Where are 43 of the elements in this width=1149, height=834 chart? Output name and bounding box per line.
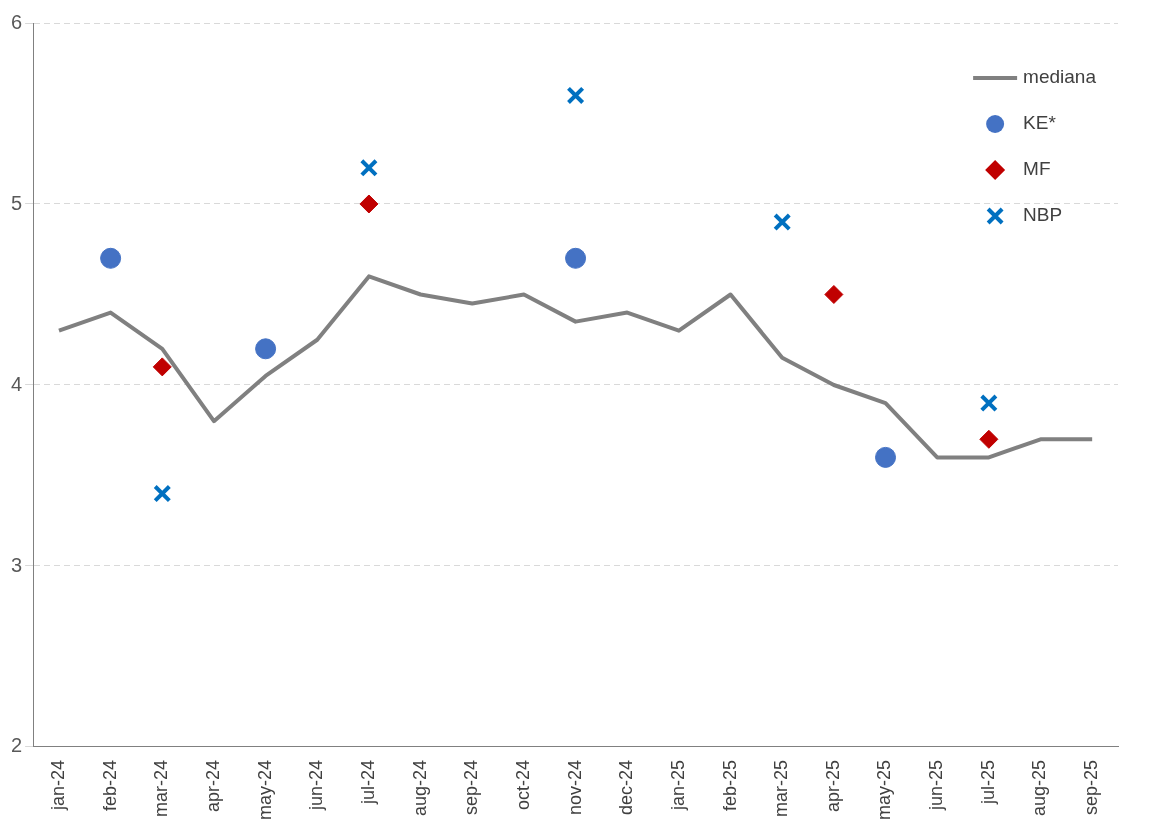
x-tick-label: sep-25 bbox=[1081, 759, 1102, 816]
x-tick-label: jan-24 bbox=[47, 759, 68, 812]
x-tick-label: apr-24 bbox=[202, 759, 223, 813]
x-tick-label: dec-24 bbox=[616, 759, 637, 816]
y-tick-label: 4 bbox=[11, 372, 23, 395]
x-tick-label: may-24 bbox=[254, 759, 275, 821]
y-tick-label: 6 bbox=[11, 10, 23, 33]
point bbox=[773, 213, 792, 232]
x-tick-label: apr-25 bbox=[822, 759, 843, 813]
y-tick-label: 3 bbox=[11, 553, 23, 576]
x-tick-label: feb-24 bbox=[99, 759, 120, 812]
x-tick-label: jun-24 bbox=[306, 759, 327, 812]
point bbox=[979, 429, 999, 449]
x-tick-label: jul-25 bbox=[977, 759, 998, 806]
point bbox=[255, 338, 277, 360]
x-tick-label: aug-24 bbox=[409, 759, 430, 817]
x-tick-label: jan-25 bbox=[667, 759, 688, 812]
y-tick-label: 2 bbox=[11, 734, 23, 757]
x-tick-label: mar-24 bbox=[151, 759, 172, 817]
legend-label: KE* bbox=[1023, 112, 1057, 134]
legend-label: NBP bbox=[1023, 204, 1063, 226]
point bbox=[824, 284, 844, 304]
legend-label: mediana bbox=[1023, 66, 1097, 88]
x-tick-label: oct-24 bbox=[512, 759, 533, 811]
point bbox=[100, 247, 122, 269]
x-tick-label: nov-24 bbox=[564, 759, 585, 816]
x-tick-label: jul-24 bbox=[357, 759, 378, 806]
point bbox=[152, 357, 172, 377]
point bbox=[875, 446, 897, 468]
point bbox=[566, 86, 585, 105]
x-tick-label: jun-25 bbox=[926, 759, 947, 812]
y-tick-label: 5 bbox=[11, 191, 23, 214]
x-tick-label: aug-25 bbox=[1029, 759, 1050, 817]
x-tick-label: sep-24 bbox=[461, 759, 482, 816]
x-tick-label: may-25 bbox=[874, 759, 895, 821]
point bbox=[153, 484, 172, 503]
point bbox=[565, 247, 587, 269]
point bbox=[359, 158, 378, 177]
point bbox=[359, 194, 379, 214]
x-tick-label: mar-25 bbox=[771, 759, 792, 817]
point bbox=[979, 394, 998, 413]
x-tick-label: feb-25 bbox=[719, 759, 740, 812]
legend-label: MF bbox=[1023, 158, 1051, 180]
